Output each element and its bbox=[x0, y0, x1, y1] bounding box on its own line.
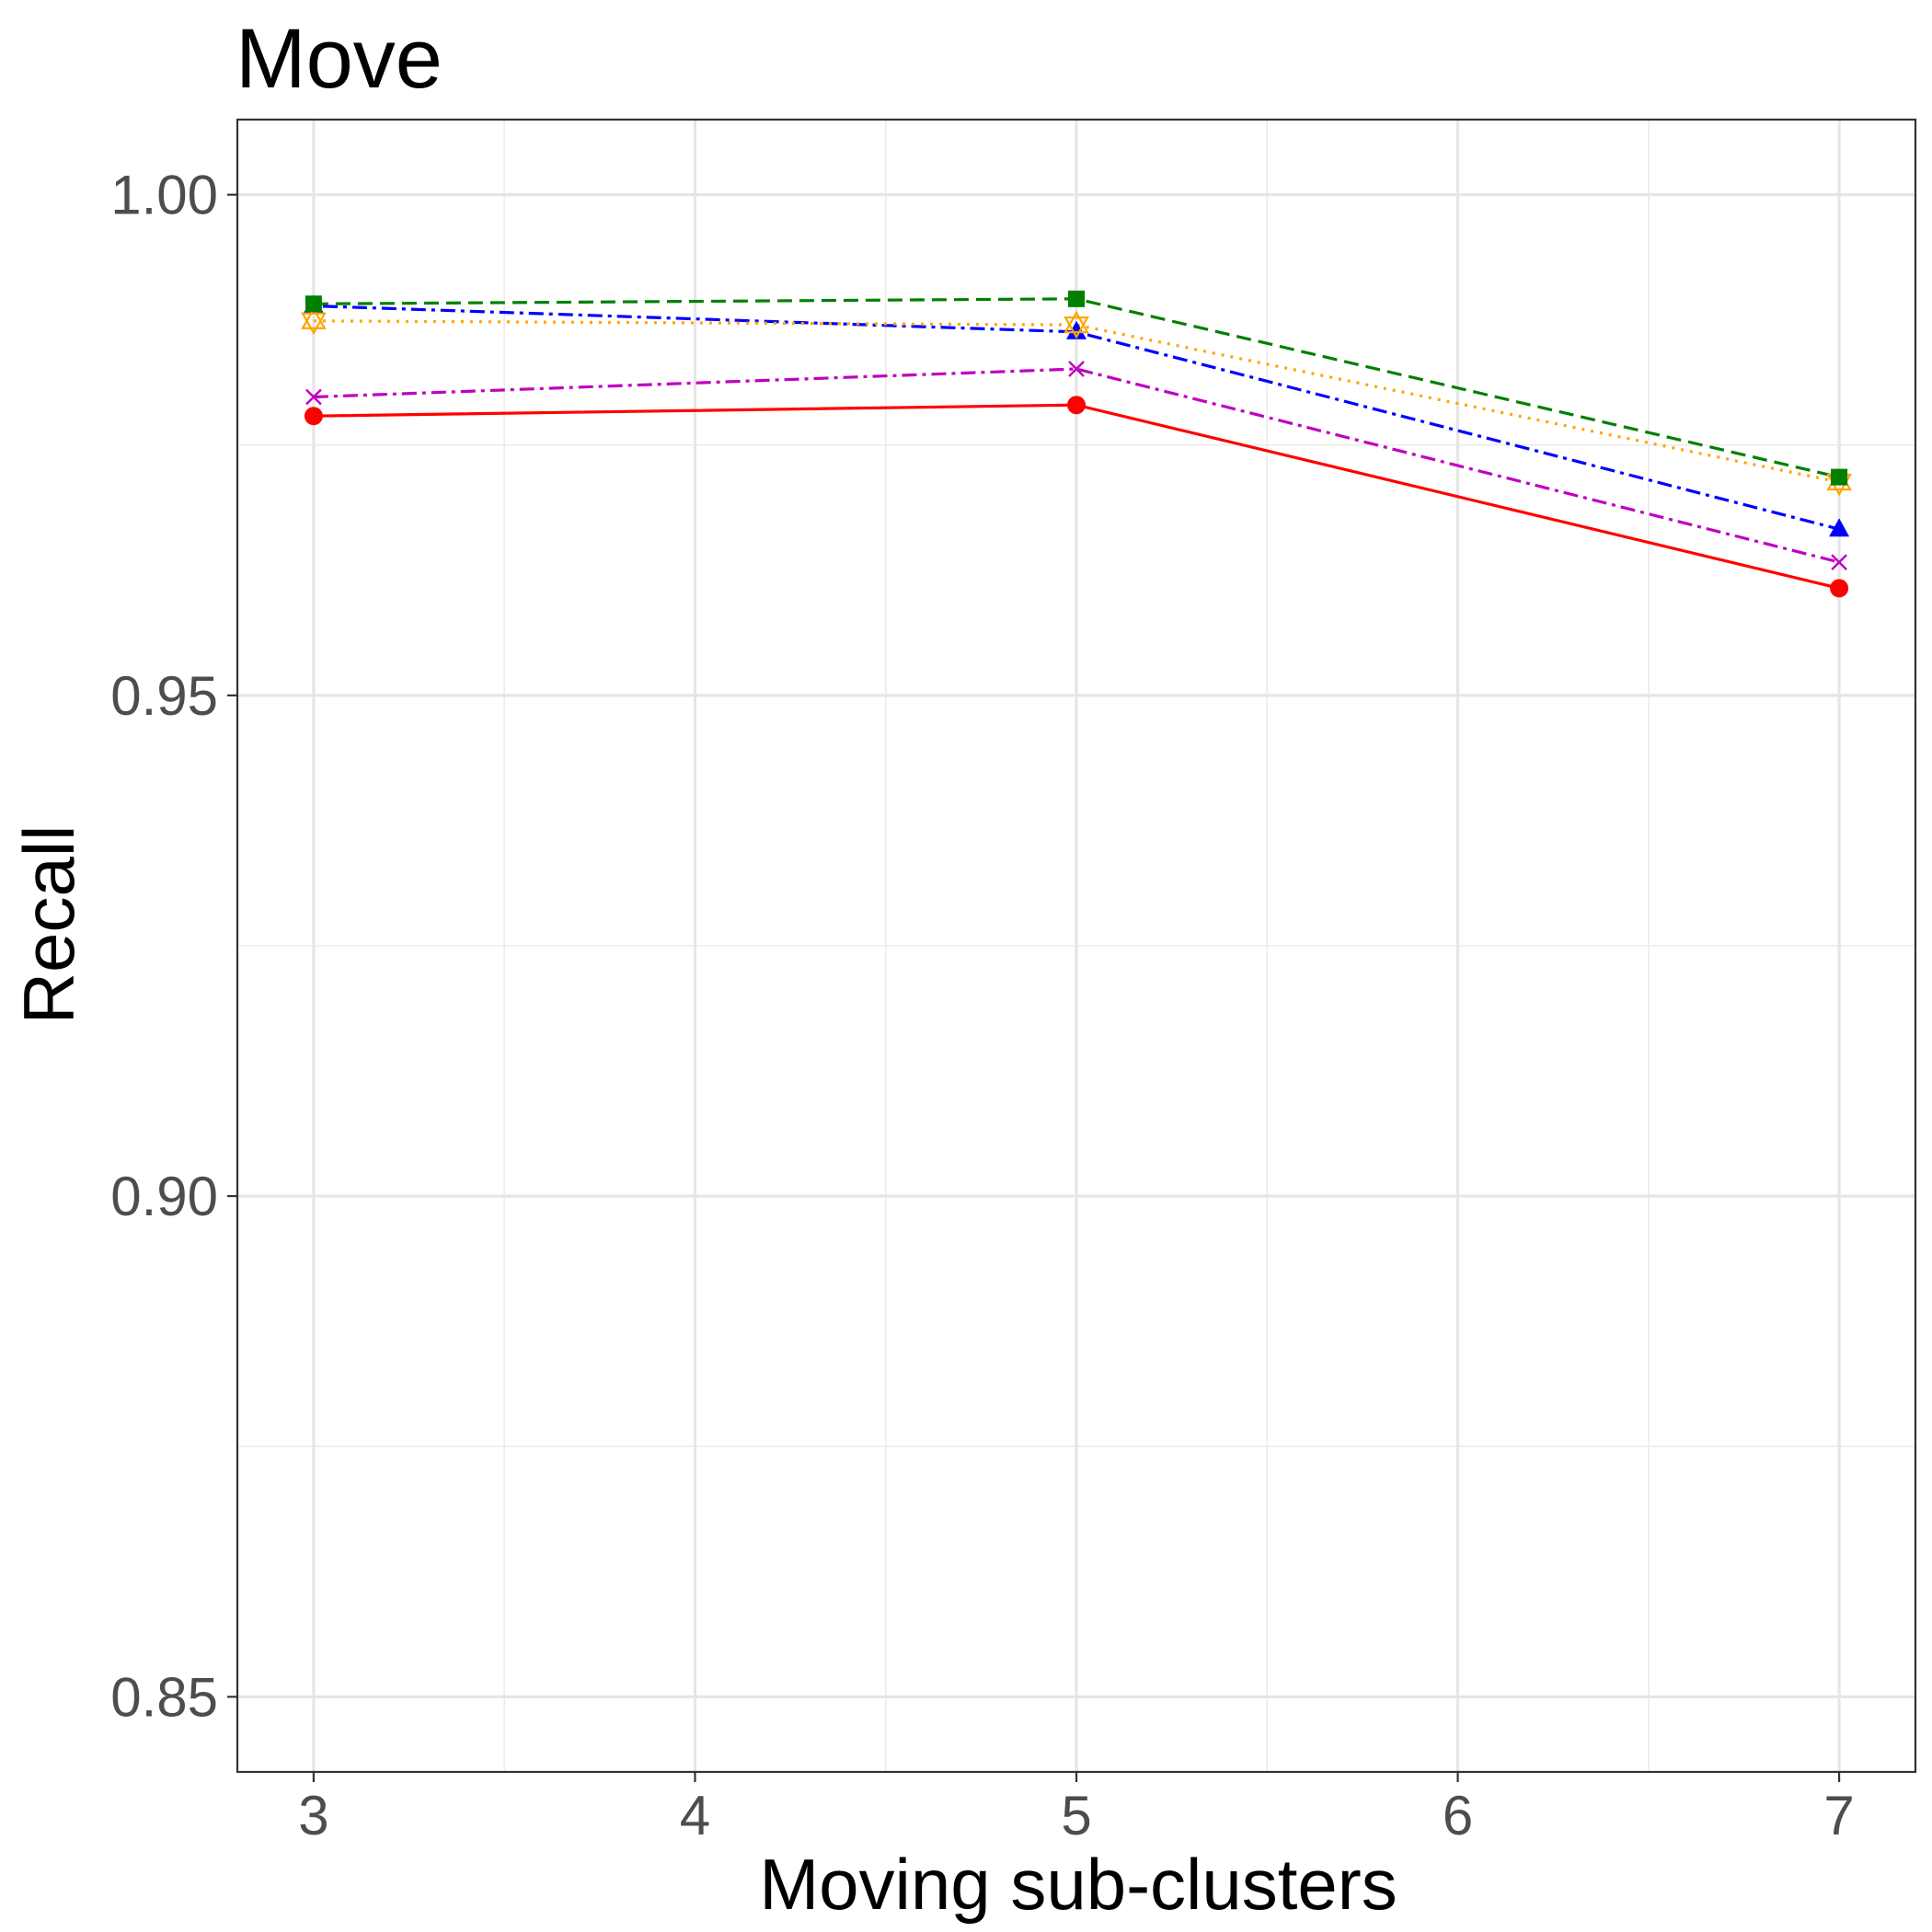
point-marker bbox=[1068, 290, 1085, 307]
point-marker bbox=[301, 306, 327, 329]
x-tick-label: 5 bbox=[1061, 1785, 1091, 1846]
y-tick-label: 0.90 bbox=[110, 1166, 218, 1227]
x-axis-title: Moving sub-clusters bbox=[759, 1844, 1397, 1925]
y-tick-label: 1.00 bbox=[110, 165, 218, 226]
x-tick-label: 3 bbox=[298, 1785, 328, 1846]
y-axis-title: Recall bbox=[8, 825, 89, 1025]
point-marker bbox=[1830, 579, 1849, 598]
point-marker bbox=[301, 312, 327, 336]
x-tick-label: 7 bbox=[1823, 1785, 1854, 1846]
x-tick-label: 6 bbox=[1443, 1785, 1473, 1846]
point-marker bbox=[1831, 468, 1848, 486]
y-axis-ticks: 0.85 0.90 0.95 1.00 bbox=[110, 165, 237, 1728]
point-marker bbox=[1066, 320, 1087, 339]
series-line bbox=[313, 367, 1840, 564]
point-marker bbox=[1064, 310, 1089, 334]
chart-title: Move bbox=[236, 12, 443, 106]
y-tick-label: 0.85 bbox=[110, 1666, 218, 1728]
point-marker bbox=[1067, 396, 1086, 415]
x-tick-label: 4 bbox=[680, 1785, 710, 1846]
x-axis-ticks: 3 4 5 6 7 bbox=[298, 1772, 1855, 1846]
y-tick-label: 0.95 bbox=[110, 665, 218, 727]
point-marker bbox=[304, 407, 323, 426]
point-marker bbox=[305, 295, 322, 313]
point-marker bbox=[1831, 554, 1847, 570]
point-marker bbox=[1068, 361, 1085, 377]
series-line bbox=[313, 304, 1840, 531]
point-marker bbox=[305, 388, 322, 406]
point-marker bbox=[1829, 518, 1850, 537]
point-marker bbox=[1064, 316, 1089, 339]
major-gridlines bbox=[237, 120, 1915, 1772]
series-markers bbox=[301, 290, 1852, 598]
